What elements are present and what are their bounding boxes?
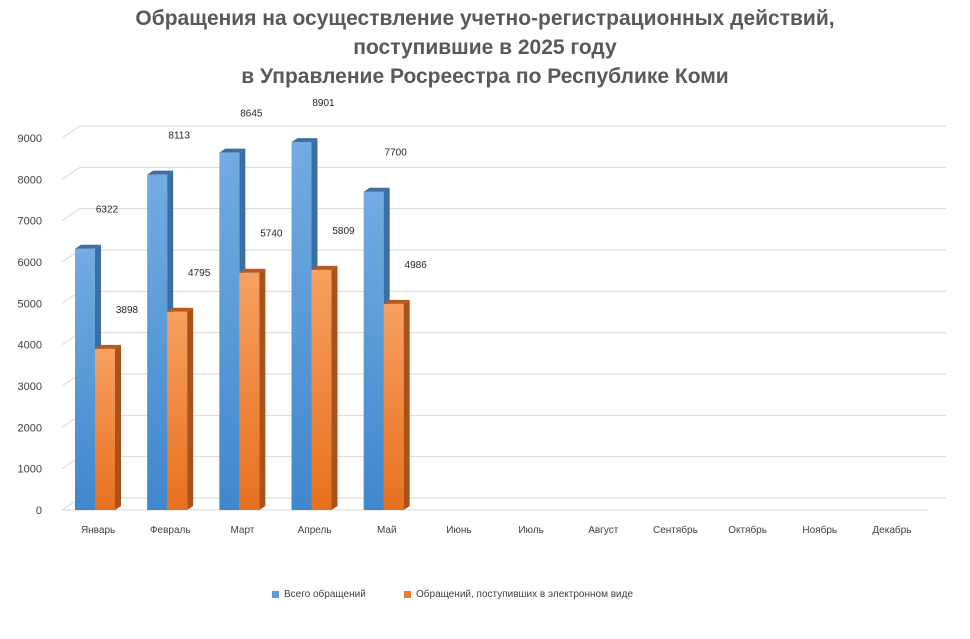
chart-title: Обращения на осуществление учетно-регист… bbox=[0, 4, 970, 91]
y-tick-label: 7000 bbox=[18, 216, 42, 228]
bar-side bbox=[187, 307, 194, 510]
x-tick-label: Ноябрь bbox=[802, 524, 837, 536]
bar-top bbox=[167, 307, 194, 312]
chart-title-line-2: поступившие в 2025 году bbox=[353, 36, 617, 59]
y-tick-label: 2000 bbox=[18, 422, 42, 434]
data-label: 4986 bbox=[405, 260, 428, 271]
bar-side bbox=[331, 265, 338, 510]
data-label: 5740 bbox=[260, 229, 283, 240]
data-label: 4795 bbox=[188, 268, 211, 279]
bar bbox=[167, 311, 188, 510]
data-label: 8645 bbox=[240, 109, 263, 120]
bar-top bbox=[383, 299, 410, 304]
data-label: 5809 bbox=[332, 226, 355, 237]
chart-labels: 6322 8113 8645 8901 7700 3898 4795 5740 5809 4986 bbox=[96, 98, 427, 316]
x-tick-label: Июнь bbox=[446, 525, 471, 536]
chart-axes: 0 1000 2000 3000 4000 5000 6000 7000 8000 9000 Янв… bbox=[18, 133, 928, 536]
chart-title-line-1: Обращения на осуществление учетно-регист… bbox=[135, 7, 835, 30]
gridline-side bbox=[61, 125, 81, 139]
bar-top bbox=[311, 265, 338, 270]
legend-item: Обращений, поступивших в электронном вид… bbox=[404, 589, 633, 600]
data-label: 7700 bbox=[385, 148, 408, 159]
chart-title-line-3: в Управление Росреестра по Республике Ко… bbox=[241, 65, 729, 88]
x-tick-label: Февраль bbox=[150, 525, 191, 536]
bar-top bbox=[95, 344, 121, 349]
x-tick-label: Август bbox=[588, 525, 619, 536]
x-tick-label: Май bbox=[377, 525, 397, 536]
x-tick-label: Апрель bbox=[298, 525, 332, 536]
legend-swatch bbox=[272, 591, 279, 598]
legend-item: Всего обращений bbox=[272, 589, 366, 600]
y-tick-label: 9000 bbox=[18, 133, 42, 145]
data-label: 8901 bbox=[312, 98, 335, 109]
bar bbox=[147, 174, 168, 511]
bar-top bbox=[239, 268, 266, 273]
chart-legend: Всего обращений Обращений, поступивших в … bbox=[0, 589, 970, 605]
x-tick-label: Июль bbox=[518, 525, 544, 536]
bar bbox=[239, 272, 260, 510]
legend-label: Обращений, поступивших в электронном вид… bbox=[416, 589, 634, 600]
y-tick-label: 4000 bbox=[18, 340, 42, 352]
x-tick-label: Декабрь bbox=[872, 524, 911, 536]
x-tick-label: Январь bbox=[81, 525, 115, 536]
y-tick-label: 0 bbox=[36, 505, 42, 517]
legend-swatch bbox=[404, 591, 411, 598]
data-label: 8113 bbox=[168, 131, 190, 142]
data-label: 3898 bbox=[116, 305, 139, 316]
bar bbox=[75, 248, 95, 510]
y-tick-label: 6000 bbox=[18, 257, 42, 269]
x-tick-label: Октябрь bbox=[728, 524, 767, 536]
bar-side bbox=[115, 344, 121, 510]
bar-top bbox=[75, 244, 101, 249]
bar-top bbox=[219, 148, 246, 153]
bar-side bbox=[259, 268, 266, 510]
legend-label: Всего обращений bbox=[284, 589, 366, 600]
y-tick-label: 1000 bbox=[18, 464, 42, 476]
bar bbox=[219, 152, 240, 510]
bar-side bbox=[403, 299, 410, 510]
y-tick-label: 3000 bbox=[18, 381, 42, 393]
bar-top bbox=[147, 170, 174, 175]
bar bbox=[95, 348, 115, 510]
data-label: 6322 bbox=[96, 205, 119, 216]
x-tick-label: Март bbox=[230, 525, 254, 536]
bar bbox=[383, 303, 404, 510]
y-tick-label: 8000 bbox=[18, 174, 42, 186]
bar bbox=[311, 269, 332, 510]
x-tick-label: Сентябрь bbox=[653, 524, 698, 536]
bar-top bbox=[363, 187, 390, 192]
chart-bars bbox=[75, 138, 410, 511]
bar bbox=[363, 191, 384, 510]
bar-top bbox=[291, 138, 318, 143]
chart-gridlines bbox=[61, 125, 946, 511]
gridline-side bbox=[61, 208, 81, 222]
y-tick-label: 5000 bbox=[18, 298, 42, 310]
gridline-side bbox=[61, 166, 81, 180]
bar bbox=[291, 142, 312, 511]
